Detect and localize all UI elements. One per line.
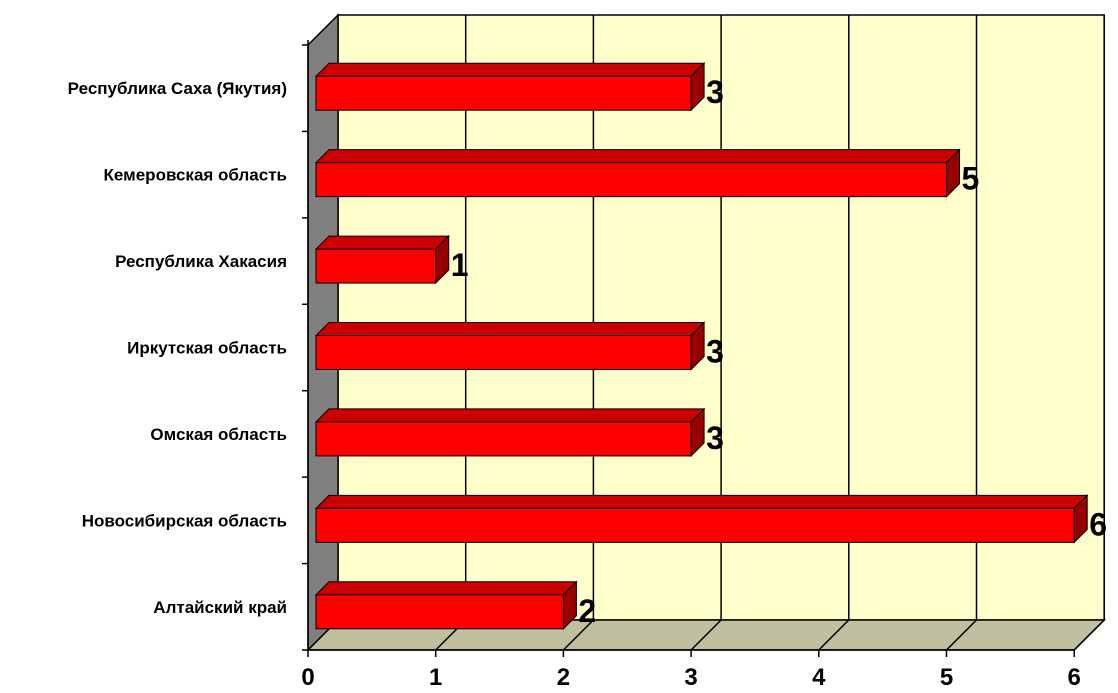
floor-gridline xyxy=(690,619,722,651)
bar xyxy=(315,335,692,370)
x-tick-label: 2 xyxy=(557,664,570,691)
floor-gridline xyxy=(818,619,850,651)
bar-top xyxy=(314,494,1089,509)
bar-top xyxy=(314,408,706,423)
floor-gridline xyxy=(1073,619,1105,651)
category-label: Омская область xyxy=(150,425,287,444)
data-label: 2 xyxy=(578,593,596,629)
category-label: Новосибирская область xyxy=(82,511,287,530)
bar xyxy=(315,421,692,457)
category-label: Республика Хакасия xyxy=(115,252,287,271)
axes xyxy=(302,40,1075,657)
data-label: 3 xyxy=(706,334,724,370)
category-label: Алтайский край xyxy=(153,598,287,617)
bar-top xyxy=(314,62,706,77)
category-label: Республика Саха (Якутия) xyxy=(68,79,287,98)
bar xyxy=(315,248,437,284)
x-tick-label: 3 xyxy=(684,664,697,691)
bar xyxy=(315,507,1075,543)
x-tick-label: 4 xyxy=(812,664,826,691)
bars xyxy=(314,62,1089,630)
bar-top xyxy=(314,149,961,164)
bar-top xyxy=(314,235,450,250)
labels: 0 1 2 3 4 5 6 Республика Саха (Якутия) 3 Кемеровс… xyxy=(68,74,1107,691)
data-label: 1 xyxy=(451,247,469,283)
floor-gridline xyxy=(562,619,594,651)
x-tick-label: 5 xyxy=(940,664,953,691)
bar-top xyxy=(314,581,578,596)
category-label: Иркутская область xyxy=(127,339,287,358)
bar xyxy=(315,162,947,198)
bar xyxy=(315,75,692,111)
data-label: 6 xyxy=(1089,506,1107,542)
category-label: Кемеровская область xyxy=(104,166,287,185)
data-label: 3 xyxy=(706,420,724,456)
floor-gridline xyxy=(945,619,978,651)
x-tick-label: 0 xyxy=(301,664,314,691)
bar-top xyxy=(314,322,706,336)
x-tick-label: 1 xyxy=(429,664,442,691)
data-label: 3 xyxy=(706,74,724,110)
x-tick-label: 6 xyxy=(1068,664,1081,691)
bar xyxy=(315,594,564,630)
data-label: 5 xyxy=(962,161,980,197)
